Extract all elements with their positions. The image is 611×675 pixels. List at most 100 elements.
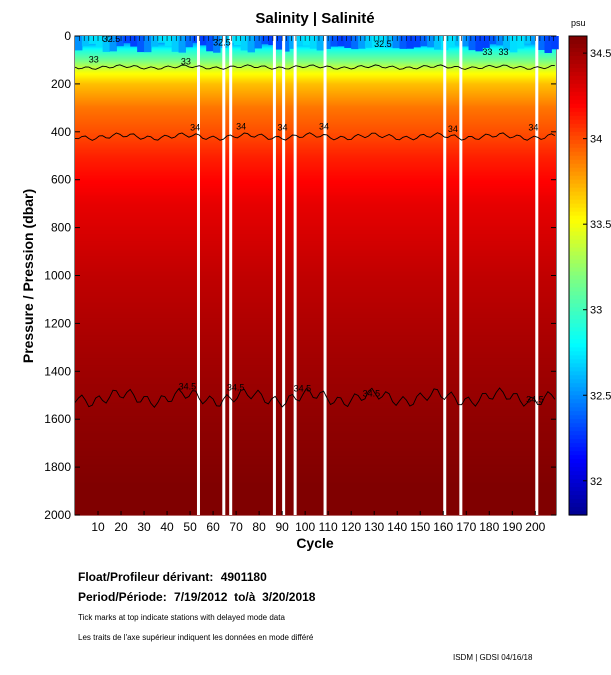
- contour-line-34: [74, 132, 556, 141]
- salinity-band: [75, 48, 556, 51]
- salinity-band: [75, 472, 556, 475]
- salinity-band: [75, 278, 556, 280]
- salinity-band: [75, 336, 556, 339]
- salinity-band: [75, 125, 556, 127]
- surface-cell: [206, 36, 214, 52]
- x-tick-label: 70: [229, 520, 243, 534]
- salinity-band: [75, 462, 556, 464]
- float-id: 4901180: [220, 570, 267, 584]
- colorbar-segment: [569, 495, 587, 500]
- contour-label: 34: [319, 121, 329, 131]
- salinity-band: [75, 423, 556, 426]
- salinity-band: [75, 389, 556, 392]
- colorbar-segment: [569, 363, 587, 368]
- surface-cell: [95, 36, 104, 48]
- salinity-band: [75, 286, 556, 289]
- salinity-band: [75, 156, 556, 159]
- salinity-band: [75, 140, 556, 142]
- salinity-band: [75, 348, 556, 350]
- salinity-band: [75, 474, 556, 477]
- salinity-band: [75, 429, 556, 432]
- salinity-band: [75, 309, 556, 312]
- y-tick-label: 0: [64, 29, 71, 43]
- salinity-band: [75, 299, 556, 302]
- salinity-band: [75, 402, 556, 405]
- salinity-band: [75, 505, 556, 507]
- salinity-band: [75, 73, 556, 75]
- salinity-band: [75, 323, 556, 325]
- salinity-band: [75, 200, 556, 203]
- colorbar-segment: [569, 447, 587, 452]
- salinity-band: [75, 213, 556, 215]
- salinity-band: [75, 471, 556, 474]
- salinity-band: [75, 76, 556, 78]
- salinity-band: [75, 144, 556, 146]
- surface-cell: [102, 36, 111, 52]
- x-tick-label: 170: [456, 520, 476, 534]
- salinity-band: [75, 69, 556, 72]
- salinity-band: [75, 167, 556, 169]
- surface-cell: [178, 36, 186, 53]
- colorbar-segment: [569, 315, 587, 321]
- surface-cell: [399, 36, 407, 49]
- y-tick-label: 1000: [44, 269, 71, 283]
- salinity-band: [75, 335, 556, 338]
- gap-column: [323, 36, 327, 515]
- salinity-band: [75, 315, 556, 318]
- colorbar-segment: [569, 107, 587, 113]
- salinity-band: [75, 143, 556, 145]
- x-axis-title: Cycle: [296, 535, 334, 551]
- salinity-band: [75, 445, 556, 447]
- gap-column: [272, 36, 276, 515]
- salinity-band: [75, 82, 556, 85]
- colorbar-segment: [569, 319, 587, 324]
- salinity-band: [75, 98, 556, 100]
- salinity-band: [75, 86, 556, 89]
- salinity-band: [75, 66, 556, 69]
- colorbar-segment: [569, 51, 587, 57]
- salinity-band: [75, 459, 556, 461]
- salinity-band: [75, 130, 556, 133]
- colorbar-segment: [569, 403, 587, 408]
- salinity-band: [75, 174, 556, 177]
- colorbar-segment: [569, 423, 587, 428]
- salinity-band: [75, 307, 556, 309]
- salinity-band: [75, 62, 556, 65]
- surface-cell: [240, 36, 249, 51]
- surface-cell: [489, 36, 497, 45]
- salinity-band: [75, 482, 556, 484]
- salinity-band: [75, 339, 556, 342]
- credit-line: ISDM | GDSI 04/16/18: [453, 653, 533, 662]
- surface-cell: [468, 36, 476, 51]
- salinity-band: [75, 326, 556, 328]
- salinity-band: [75, 484, 556, 486]
- salinity-band: [75, 51, 556, 53]
- salinity-band: [75, 294, 556, 297]
- salinity-band: [75, 325, 556, 327]
- period-label: Period/Période:: [78, 590, 167, 604]
- colorbar-segment: [569, 291, 587, 297]
- x-tick-label: 120: [341, 520, 361, 534]
- surface-cell: [309, 36, 318, 49]
- salinity-band: [75, 64, 556, 67]
- colorbar-segment: [569, 39, 587, 45]
- salinity-band: [75, 107, 556, 110]
- salinity-band: [75, 196, 556, 199]
- colorbar-segment: [569, 407, 587, 412]
- salinity-band: [75, 52, 556, 54]
- salinity-band: [75, 338, 556, 341]
- salinity-band: [75, 152, 556, 155]
- salinity-band: [75, 304, 556, 306]
- salinity-band: [75, 171, 556, 173]
- surface-cell: [247, 36, 256, 53]
- salinity-band: [75, 193, 556, 195]
- surface-cell: [358, 36, 366, 49]
- salinity-band: [75, 328, 556, 330]
- salinity-band: [75, 212, 556, 214]
- salinity-band: [75, 469, 556, 471]
- salinity-band: [75, 255, 556, 257]
- salinity-band: [75, 126, 556, 128]
- contour-label: 33: [89, 54, 99, 64]
- colorbar-segment: [569, 91, 587, 97]
